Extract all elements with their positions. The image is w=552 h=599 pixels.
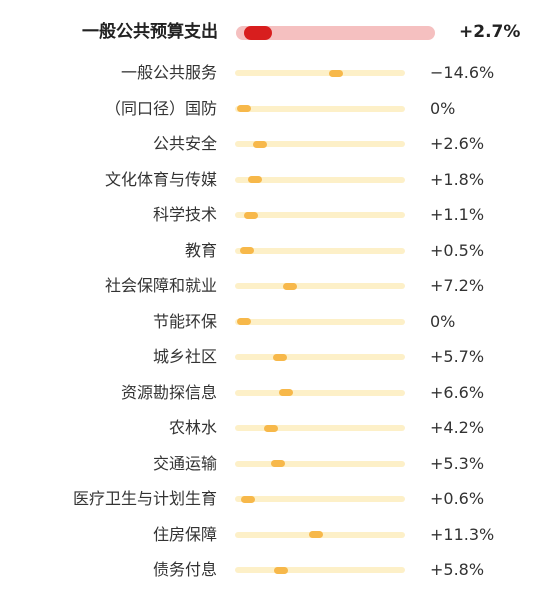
value-label: +1.8% — [430, 169, 485, 189]
category-label: 农林水 — [168, 418, 217, 437]
value-label: +2.6% — [430, 134, 485, 153]
bar-marker — [282, 282, 297, 290]
bar-track — [235, 318, 405, 325]
bar-marker — [243, 211, 258, 219]
bar-track — [235, 247, 405, 254]
bar-track — [235, 176, 405, 183]
headline-label: 一般公共预算支出 — [82, 22, 218, 42]
bar-marker — [240, 495, 255, 503]
value-label: +5.8% — [430, 560, 485, 579]
bar-track — [235, 425, 405, 431]
category-label: 文化体育与传媒 — [104, 169, 217, 189]
value-label: 0% — [430, 98, 456, 118]
value-label: +0.5% — [430, 240, 485, 260]
bar-marker — [308, 531, 323, 538]
category-label: 医疗卫生与计划生育 — [72, 489, 217, 508]
bar-marker — [237, 105, 251, 112]
bar-marker — [263, 424, 278, 432]
value-label: +5.3% — [430, 453, 485, 473]
value-label: +11.3% — [430, 524, 495, 544]
bar-marker — [273, 353, 288, 361]
bar-marker — [273, 566, 288, 574]
category-label: 交通运输 — [152, 453, 217, 473]
value-label: +4.2% — [430, 418, 485, 437]
bar-marker — [237, 318, 251, 325]
category-label: 资源勘探信息 — [120, 382, 217, 402]
bar-marker — [329, 69, 344, 77]
category-label: 科学技术 — [152, 205, 217, 224]
bar-track — [235, 460, 405, 467]
headline-track — [236, 26, 435, 40]
category-label: 一般公共服务 — [120, 63, 217, 82]
value-label: +7.2% — [430, 276, 485, 295]
bar-track — [235, 496, 405, 502]
headline-value: +2.7% — [459, 22, 521, 42]
bar-track — [235, 105, 405, 112]
bar-track — [235, 354, 405, 360]
category-label: 住房保障 — [152, 524, 217, 544]
category-label: （同口径）国防 — [104, 98, 217, 118]
bar-track — [235, 389, 405, 396]
category-label: 节能环保 — [152, 311, 217, 331]
category-label: 城乡社区 — [152, 347, 217, 366]
value-label: −14.6% — [430, 63, 495, 82]
bar-track — [235, 567, 405, 573]
category-label: 债务付息 — [152, 560, 217, 579]
value-label: +0.6% — [430, 489, 485, 508]
headline-marker — [244, 26, 272, 40]
value-label: +6.6% — [430, 382, 485, 402]
bar-track — [235, 141, 405, 147]
value-label: +5.7% — [430, 347, 485, 366]
bar-marker — [248, 176, 263, 183]
bar-track — [235, 70, 405, 76]
bar-marker — [278, 389, 293, 396]
bar-marker — [253, 140, 268, 148]
category-label: 教育 — [184, 240, 217, 260]
bar-marker — [270, 460, 285, 467]
bar-track — [235, 283, 405, 289]
value-label: 0% — [430, 311, 456, 331]
category-label: 社会保障和就业 — [104, 276, 217, 295]
bar-track — [235, 212, 405, 218]
bar-marker — [240, 247, 255, 254]
value-label: +1.1% — [430, 205, 485, 224]
category-label: 公共安全 — [152, 134, 217, 153]
